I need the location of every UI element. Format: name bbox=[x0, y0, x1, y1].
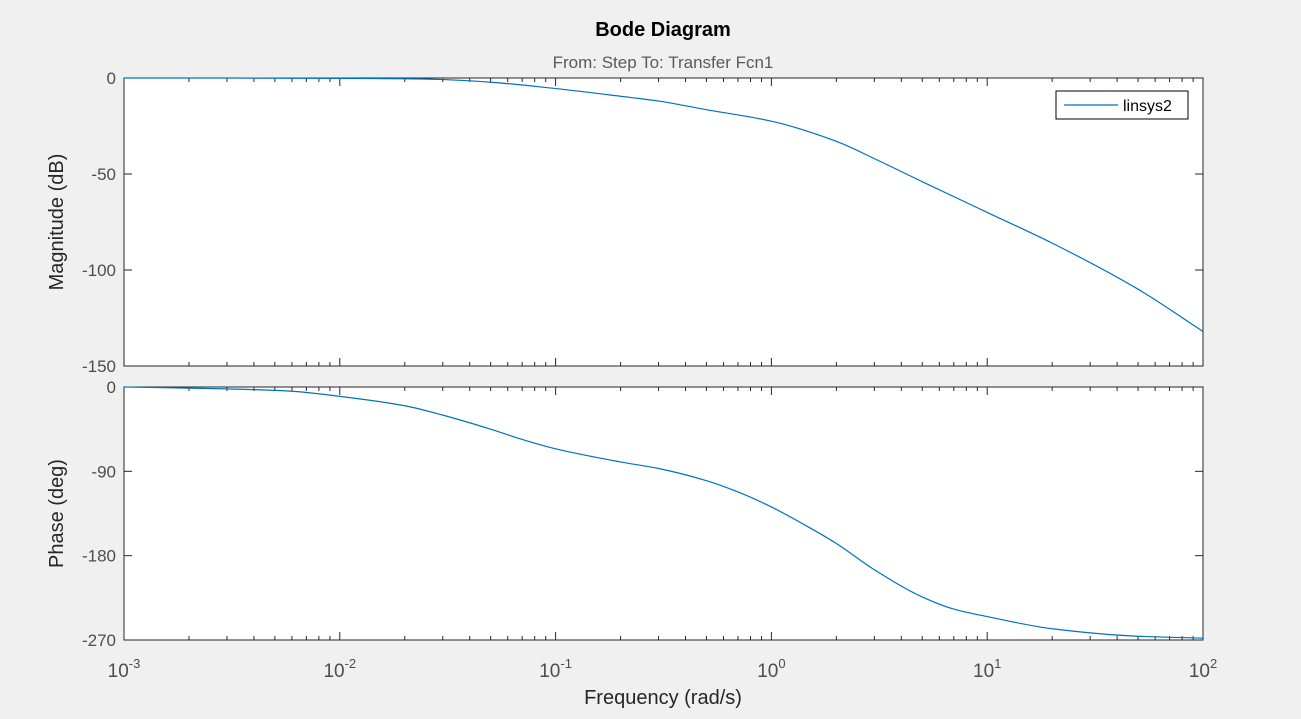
magnitude-ticks bbox=[123, 77, 1204, 367]
magnitude-plot-area bbox=[123, 77, 1204, 367]
phase-y-axis-label: Phase (deg) bbox=[46, 459, 68, 568]
series-line-linsys2 bbox=[123, 77, 1204, 332]
legend[interactable]: linsys2 bbox=[1055, 90, 1189, 120]
x-tick-label: 10-2 bbox=[323, 656, 356, 682]
y-tick-label: -50 bbox=[91, 165, 116, 184]
phase-series bbox=[123, 386, 1204, 639]
y-tick-label: 0 bbox=[107, 378, 116, 397]
magnitude-y-tick-labels: 0 -50 -100 -150 bbox=[82, 69, 116, 376]
x-tick-label: 102 bbox=[1189, 656, 1217, 682]
magnitude-series bbox=[123, 77, 1204, 332]
phase-axes[interactable]: 0 -90 -180 -270 Phase (deg) bbox=[46, 378, 1204, 650]
y-tick-label: -180 bbox=[82, 547, 116, 566]
chart-title: Bode Diagram bbox=[595, 19, 731, 41]
y-tick-label: -150 bbox=[82, 357, 116, 376]
magnitude-axes[interactable]: 0 -50 -100 -150 Magnitude (dB) linsys2 bbox=[46, 69, 1204, 376]
x-tick-label: 100 bbox=[757, 656, 785, 682]
magnitude-y-axis-label: Magnitude (dB) bbox=[46, 154, 68, 291]
y-tick-label: -90 bbox=[91, 462, 116, 481]
x-tick-label: 10-3 bbox=[108, 656, 141, 682]
x-axis-label: Frequency (rad/s) bbox=[584, 687, 742, 709]
y-tick-label: -100 bbox=[82, 261, 116, 280]
phase-plot-area bbox=[123, 386, 1204, 641]
x-tick-label: 10-1 bbox=[539, 656, 572, 682]
chart-subtitle: From: Step To: Transfer Fcn1 bbox=[553, 53, 774, 72]
x-tick-labels: 10-3 10-2 10-1 100 101 102 bbox=[108, 656, 1218, 682]
y-tick-label: -270 bbox=[82, 631, 116, 650]
phase-y-tick-labels: 0 -90 -180 -270 bbox=[82, 378, 116, 650]
legend-entry-label: linsys2 bbox=[1123, 98, 1172, 115]
series-line-linsys2 bbox=[123, 386, 1204, 639]
x-tick-label: 101 bbox=[973, 656, 1001, 682]
y-tick-label: 0 bbox=[107, 69, 116, 88]
